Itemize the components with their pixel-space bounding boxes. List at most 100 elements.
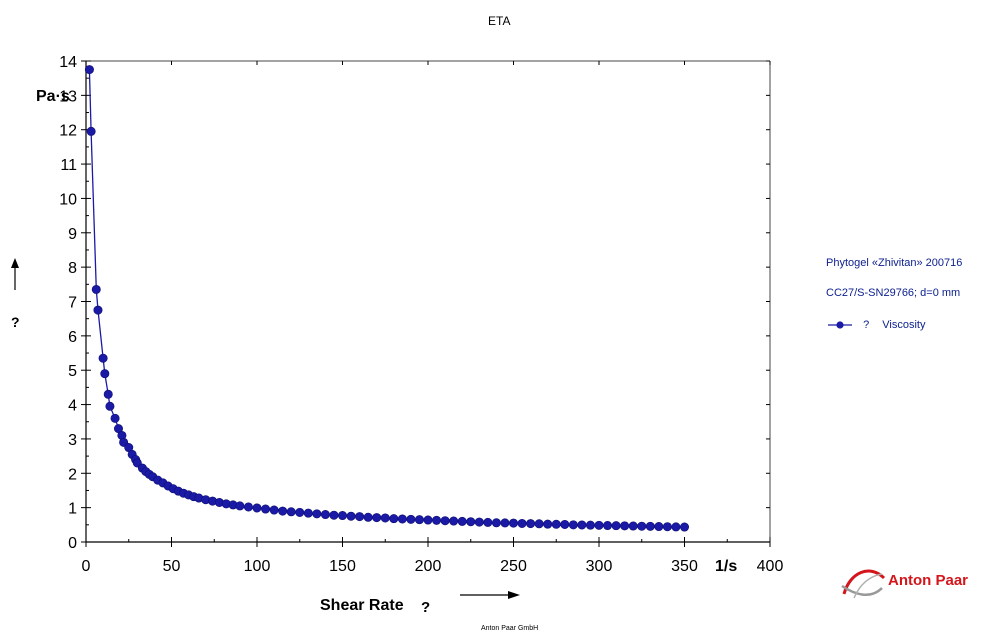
data-point bbox=[568, 520, 578, 530]
data-point bbox=[98, 353, 108, 363]
legend-series-symbol: ? bbox=[863, 318, 870, 331]
y-tick-label: 12 bbox=[59, 123, 77, 140]
data-point bbox=[466, 517, 476, 527]
data-point bbox=[449, 516, 459, 526]
legend-sample-name: Phytogel «Zhivitan» 200716 bbox=[826, 257, 963, 269]
data-point bbox=[355, 512, 365, 522]
chart-title: ETA bbox=[488, 14, 511, 28]
data-point bbox=[286, 507, 296, 517]
data-point bbox=[474, 517, 484, 527]
y-tick-label: 5 bbox=[68, 363, 77, 380]
y-tick-label: 9 bbox=[68, 226, 77, 243]
data-point bbox=[103, 389, 113, 399]
data-point bbox=[526, 519, 536, 529]
y-tick-label: 11 bbox=[60, 157, 77, 174]
data-point bbox=[84, 65, 94, 75]
legend-series-entry: ? Viscosity bbox=[826, 318, 925, 332]
data-point bbox=[252, 503, 262, 513]
y-tick-label: 14 bbox=[59, 54, 77, 71]
y-tick-label: 8 bbox=[68, 260, 77, 277]
anton-paar-swoosh-icon bbox=[841, 569, 886, 599]
data-point bbox=[654, 522, 664, 532]
legend-series-label: Viscosity bbox=[882, 318, 926, 331]
data-point bbox=[440, 516, 450, 526]
data-point bbox=[637, 521, 647, 531]
y-tick-label: 2 bbox=[68, 466, 77, 483]
data-point bbox=[500, 518, 510, 528]
y-tick-label: 13 bbox=[59, 88, 77, 105]
x-tick-label: 150 bbox=[329, 558, 356, 575]
data-point bbox=[312, 509, 322, 519]
legend-marker-icon bbox=[828, 321, 852, 329]
data-point bbox=[261, 504, 271, 514]
data-point bbox=[100, 369, 110, 379]
data-point bbox=[662, 522, 672, 532]
data-point bbox=[329, 510, 339, 520]
x-axis-symbol: ? bbox=[421, 599, 430, 616]
data-point bbox=[243, 502, 253, 512]
data-point bbox=[380, 513, 390, 523]
data-point bbox=[585, 520, 595, 530]
data-point bbox=[423, 515, 433, 525]
data-point bbox=[534, 519, 544, 529]
y-axis-arrowhead-icon bbox=[11, 258, 19, 268]
data-point bbox=[278, 506, 288, 516]
x-axis-arrowhead-icon bbox=[508, 591, 520, 599]
data-point bbox=[543, 519, 553, 529]
x-axis-title: Shear Rate bbox=[320, 597, 404, 614]
data-point bbox=[397, 514, 407, 524]
x-tick-label: 300 bbox=[586, 558, 613, 575]
axis-labels: Pa·s? 1/s Shear Rate? bbox=[11, 88, 737, 616]
x-tick-label: 400 bbox=[757, 558, 784, 575]
data-point bbox=[372, 513, 382, 523]
data-point bbox=[389, 514, 399, 524]
data-point bbox=[363, 512, 373, 522]
data-point bbox=[611, 521, 621, 531]
data-point bbox=[645, 521, 655, 531]
data-point bbox=[679, 522, 689, 532]
data-point bbox=[603, 521, 613, 531]
data-point bbox=[551, 519, 561, 529]
legend-geometry: CC27/S-SN29766; d=0 mm bbox=[826, 287, 961, 299]
data-point bbox=[86, 126, 96, 136]
y-axis-label: ? bbox=[11, 314, 20, 330]
data-point bbox=[483, 517, 493, 527]
y-tick-label: 3 bbox=[68, 432, 77, 449]
data-point bbox=[517, 518, 527, 528]
y-tick-label: 10 bbox=[59, 191, 77, 208]
data-point bbox=[93, 305, 103, 315]
data-point bbox=[269, 505, 279, 515]
plot-frame bbox=[85, 60, 771, 543]
data-point bbox=[110, 413, 120, 423]
data-point bbox=[303, 508, 313, 518]
y-tick-label: 7 bbox=[68, 295, 77, 312]
data-point bbox=[91, 284, 101, 294]
x-tick-label: 0 bbox=[82, 558, 91, 575]
data-point bbox=[432, 515, 442, 525]
data-series bbox=[84, 65, 689, 532]
x-tick-label: 250 bbox=[500, 558, 527, 575]
y-tick-label: 1 bbox=[68, 501, 77, 518]
x-tick-label: 50 bbox=[163, 558, 181, 575]
data-point bbox=[414, 515, 424, 525]
data-point bbox=[620, 521, 630, 531]
y-unit-label: Pa·s bbox=[36, 88, 70, 105]
data-point bbox=[346, 511, 356, 521]
data-point bbox=[105, 401, 115, 411]
data-point bbox=[457, 516, 467, 526]
x-tick-label: 100 bbox=[244, 558, 271, 575]
y-tick-label: 0 bbox=[68, 535, 77, 552]
y-tick-label: 4 bbox=[68, 398, 77, 415]
data-point bbox=[594, 520, 604, 530]
data-point bbox=[560, 519, 570, 529]
data-point bbox=[577, 520, 587, 530]
data-point bbox=[295, 507, 305, 517]
brand-logo: Anton Paar bbox=[840, 560, 982, 610]
x-tick-label: 200 bbox=[415, 558, 442, 575]
x-tick-label: 350 bbox=[671, 558, 698, 575]
data-point bbox=[628, 521, 638, 531]
brand-name: Anton Paar bbox=[888, 572, 969, 589]
data-point bbox=[406, 514, 416, 524]
